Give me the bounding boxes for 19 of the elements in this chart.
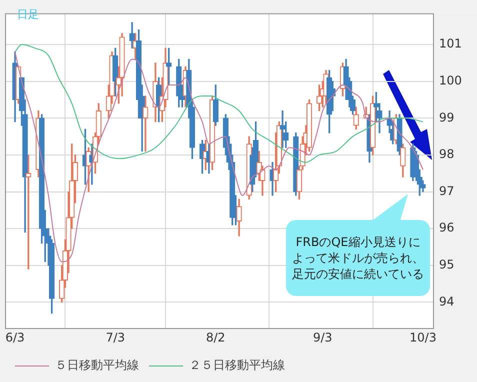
x-tick-label: 7/3 bbox=[106, 330, 125, 344]
annotation: 日足 bbox=[17, 7, 39, 22]
annotation: FRBのQE縮小見送りによって米ドルが売られ、足元の安値に続いている bbox=[292, 234, 424, 282]
y-tick-label: 99 bbox=[439, 110, 454, 124]
x-tick-label: 10/3 bbox=[409, 330, 436, 344]
line-series bbox=[14, 51, 424, 262]
y-tick-label: 97 bbox=[439, 184, 454, 198]
x-tick-label: 9/3 bbox=[313, 330, 332, 344]
y-tick-label: 96 bbox=[439, 220, 454, 235]
x-tick-label: 6/3 bbox=[5, 330, 25, 344]
candlestick bbox=[142, 96, 148, 152]
y-tick-label: 94 bbox=[439, 294, 454, 308]
y-tick-label: 95 bbox=[439, 258, 454, 272]
y-tick-label: 100 bbox=[439, 73, 462, 88]
x-tick-label: 8/2 bbox=[206, 330, 226, 344]
legend-label: ５日移動平均線 bbox=[55, 358, 139, 372]
y-tick-label: 101 bbox=[439, 36, 462, 51]
legend-label: ２５日移動平均線 bbox=[189, 358, 285, 372]
y-tick-label: 98 bbox=[439, 147, 454, 162]
